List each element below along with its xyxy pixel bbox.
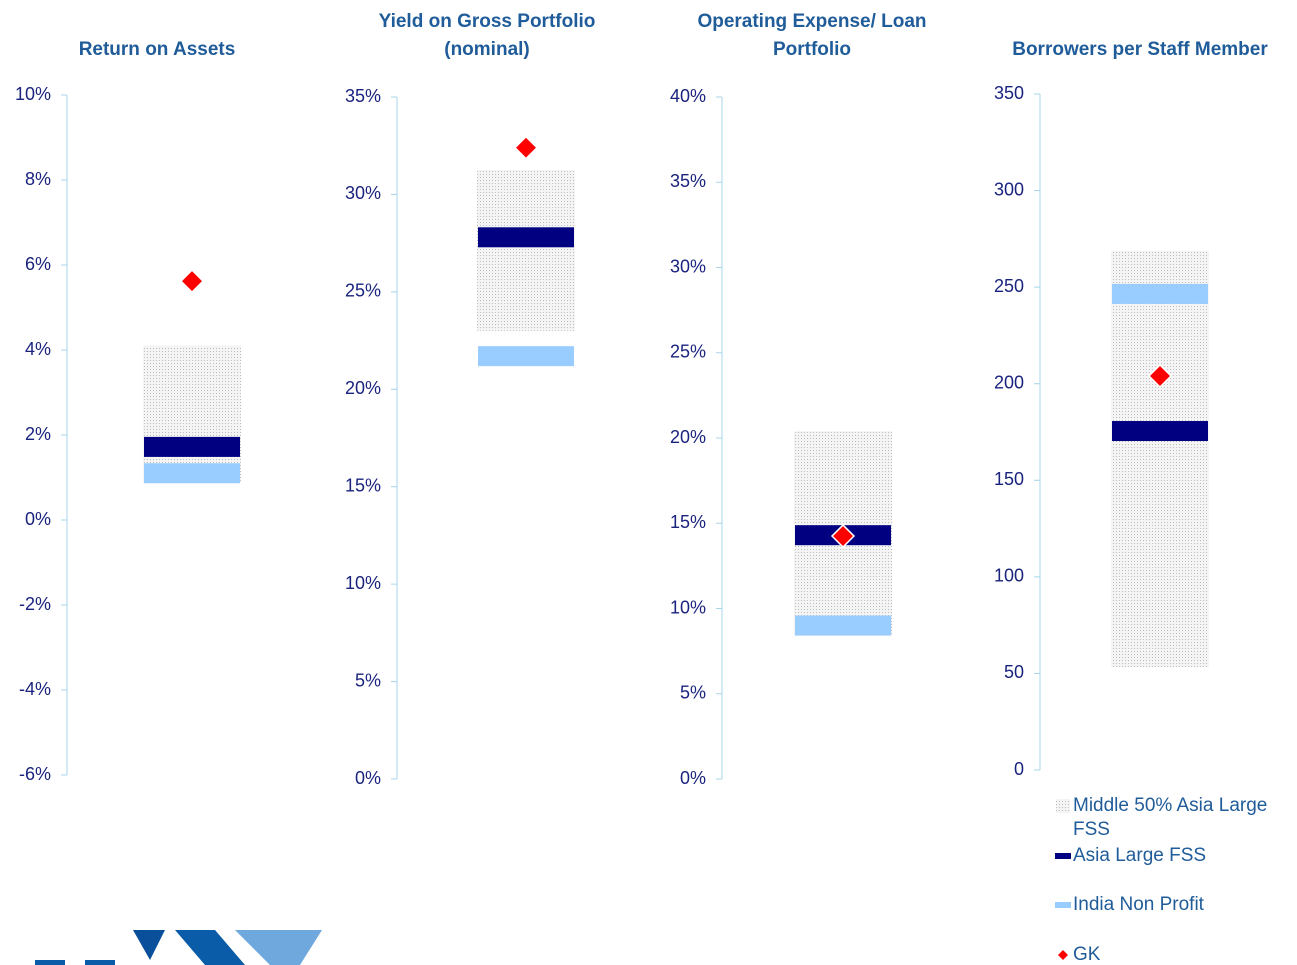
chart-title: Borrowers per Staff Member	[1012, 39, 1268, 60]
y-tick-label: 0%	[680, 768, 706, 788]
y-tick-label: 0%	[25, 509, 51, 529]
y-tick-label: 15%	[345, 475, 381, 495]
y-tick-label: 25%	[345, 281, 381, 301]
asia-large-fss-bar	[478, 227, 574, 248]
chart-title: Return on Assets	[78, 39, 236, 60]
gk-marker	[513, 135, 539, 160]
asia-large-fss-bar	[144, 436, 240, 457]
y-tick-label: 150	[994, 469, 1024, 489]
y-tick-label: -2%	[19, 594, 51, 614]
chart-title: Yield on Gross Portfolio (nominal)	[378, 11, 596, 60]
y-tick-label: 0%	[355, 768, 381, 788]
y-tick-label: 35%	[670, 171, 706, 191]
legend-swatch	[1056, 799, 1070, 813]
y-tick-label: 30%	[670, 256, 706, 276]
gk-marker	[830, 523, 856, 549]
y-tick-label: 100	[994, 566, 1024, 586]
y-tick-label: 30%	[345, 183, 381, 203]
y-tick-label: 2%	[25, 424, 51, 444]
y-tick-label: 0	[1014, 759, 1024, 779]
y-tick-label: 250	[994, 276, 1024, 296]
chart-title: Operating Expense/ Loan Portfolio	[697, 11, 927, 60]
middle-50-box	[477, 170, 575, 331]
middle-50-box	[1111, 250, 1209, 668]
asia-large-fss-bar	[1112, 421, 1208, 442]
y-tick-label: 10%	[345, 573, 381, 593]
gk-marker	[179, 269, 205, 294]
india-non-profit-bar	[144, 463, 240, 484]
y-tick-label: -6%	[19, 764, 51, 784]
y-tick-label: 8%	[25, 169, 51, 189]
y-tick-label: 5%	[680, 683, 706, 703]
india-non-profit-bar	[478, 346, 574, 367]
legend-swatch	[1055, 853, 1071, 859]
y-tick-label: 200	[994, 372, 1024, 392]
y-tick-label: 5%	[355, 670, 381, 690]
gk-marker	[1147, 363, 1173, 389]
india-non-profit-bar	[795, 615, 891, 636]
y-tick-label: 25%	[670, 342, 706, 362]
y-tick-label: 6%	[25, 254, 51, 274]
y-tick-label: 20%	[670, 427, 706, 447]
legend-label: Middle 50% Asia Large FSS	[1073, 795, 1268, 840]
y-tick-label: 50	[1004, 662, 1024, 682]
y-tick-label: 300	[994, 179, 1024, 199]
y-tick-label: 35%	[345, 86, 381, 106]
y-tick-label: 15%	[670, 512, 706, 532]
middle-50-box	[143, 345, 241, 484]
y-tick-label: 40%	[670, 86, 706, 106]
legend-label: GK	[1073, 944, 1101, 965]
y-tick-label: 4%	[25, 339, 51, 359]
y-tick-label: -4%	[19, 679, 51, 699]
y-tick-label: 10%	[670, 597, 706, 617]
logo	[35, 930, 322, 965]
legend-label: India Non Profit	[1073, 894, 1204, 915]
y-tick-label: 10%	[15, 84, 51, 104]
y-tick-label: 350	[994, 83, 1024, 103]
legend-swatch	[1058, 950, 1068, 960]
india-non-profit-bar	[1112, 283, 1208, 304]
y-tick-label: 20%	[345, 378, 381, 398]
legend-label: Asia Large FSS	[1073, 845, 1207, 866]
legend-swatch	[1055, 902, 1071, 908]
